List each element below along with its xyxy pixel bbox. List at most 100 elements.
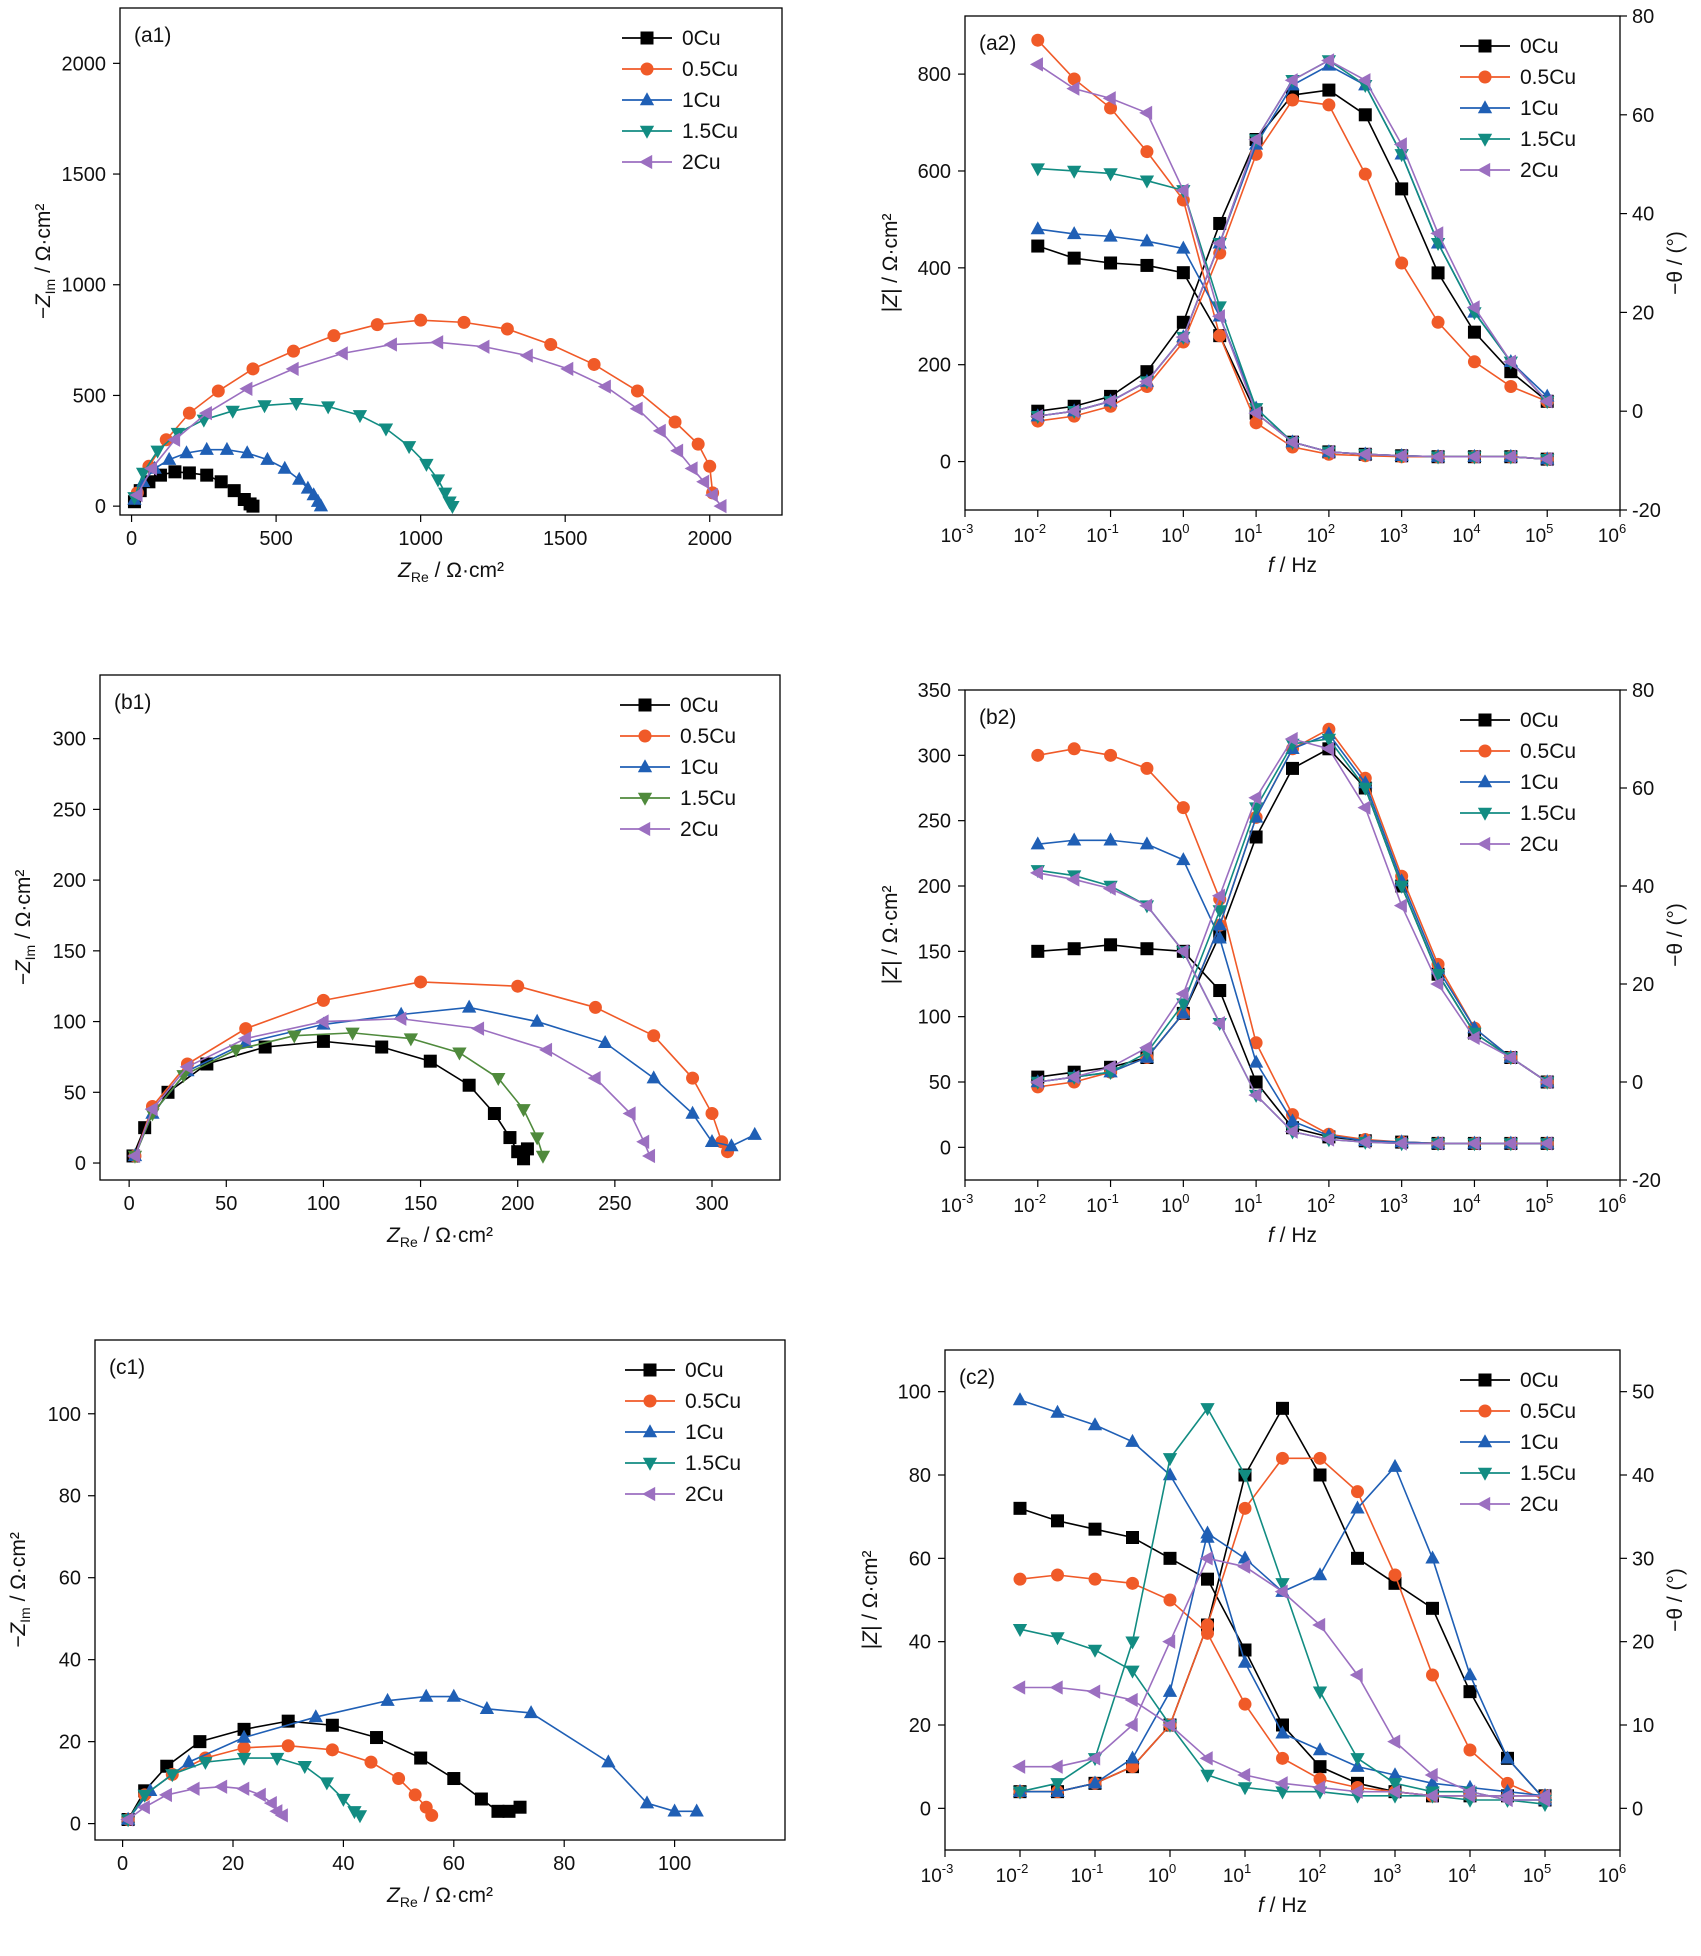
data-point: [1248, 132, 1262, 147]
y-tick-label: 200: [918, 876, 951, 898]
legend: 0Cu 0.5Cu 1Cu 1.5Cu 2Cu: [625, 1359, 741, 1506]
chart-c1: 0 20 40 60 80 100 0 20 40 60 80 100 ZRe / Ω·cm² −ZIm …: [7, 1339, 786, 1910]
data-point: [1012, 1759, 1026, 1774]
legend-label: 0Cu: [682, 27, 721, 50]
y-axis-title: −ZIm / Ω·cm²: [32, 204, 58, 320]
x-tick-label: 102: [1298, 1861, 1326, 1887]
data-point: [1424, 1788, 1438, 1803]
data-point: [1237, 1559, 1251, 1574]
legend-item: 0Cu: [620, 694, 719, 717]
data-point: [1431, 315, 1445, 329]
data-point: [378, 423, 394, 437]
data-point: [239, 1022, 253, 1036]
legend-marker: [1477, 836, 1491, 852]
data-point: [352, 410, 368, 424]
data-point: [225, 405, 240, 419]
x-axis-title: f / Hz: [1268, 554, 1317, 577]
data-point: [227, 484, 241, 498]
data-point: [161, 451, 177, 465]
series-1Cu: [1030, 726, 1555, 1149]
data-point: [1539, 1074, 1553, 1090]
data-point: [1163, 1551, 1177, 1565]
data-point: [1162, 1717, 1176, 1733]
data-point: [228, 1044, 244, 1058]
data-point: [1275, 1725, 1290, 1739]
series-0Cu: [1031, 742, 1554, 1150]
data-point: [159, 433, 173, 447]
data-point: [193, 1735, 207, 1749]
x-tick-label: 10-1: [1086, 1191, 1119, 1217]
x-tick-label: 104: [1452, 521, 1480, 547]
data-point: [1238, 1501, 1252, 1515]
legend-marker: [638, 729, 652, 743]
y-tick-label: 800: [918, 64, 951, 86]
y-tick-label: 250: [53, 799, 86, 821]
legend-item: 1.5Cu: [1460, 1462, 1576, 1485]
data-point: [1050, 1778, 1065, 1792]
data-point: [287, 1030, 302, 1044]
data-point: [393, 1011, 407, 1026]
y-tick-label: 250: [918, 811, 951, 833]
data-point: [1102, 881, 1116, 896]
data-point: [239, 381, 253, 396]
data-point: [1162, 1634, 1176, 1649]
data-point: [438, 487, 453, 501]
x-tick-label: 105: [1525, 521, 1553, 547]
x-tick-label: 101: [1223, 1861, 1251, 1887]
series-line: [127, 1720, 521, 1820]
series-1Cu: [120, 1688, 704, 1825]
y2-tick-label: 80: [1632, 680, 1654, 702]
legend-item: 0Cu: [1460, 35, 1559, 58]
data-point: [336, 1793, 351, 1807]
series-1.5Cu: [120, 1752, 368, 1828]
data-point: [1031, 33, 1045, 47]
data-point: [1175, 986, 1189, 1001]
x-tick-label: 40: [332, 1853, 354, 1875]
data-point: [1351, 1551, 1364, 1565]
y-tick-label: 100: [48, 1404, 81, 1426]
data-point: [1126, 1576, 1139, 1590]
data-point: [686, 1071, 700, 1085]
data-point: [214, 475, 228, 489]
data-point: [308, 1709, 323, 1723]
data-point: [1276, 1451, 1289, 1465]
series-line: [134, 1017, 651, 1157]
data-point: [1199, 1751, 1213, 1766]
legend-label: 2Cu: [680, 818, 719, 841]
data-point: [1274, 1776, 1288, 1791]
data-point: [144, 1102, 158, 1117]
data-point: [1425, 1775, 1440, 1789]
data-point: [668, 415, 682, 429]
data-point: [135, 467, 151, 481]
data-point: [1139, 836, 1155, 850]
data-point: [352, 1810, 368, 1824]
legend-label: 2Cu: [1520, 833, 1559, 856]
data-point: [270, 1752, 285, 1766]
data-point: [747, 1126, 762, 1140]
series-2Cu: [1029, 731, 1553, 1151]
y-tick-label: 150: [53, 941, 86, 963]
legend-label: 1Cu: [1520, 1431, 1559, 1454]
data-point: [1200, 1769, 1215, 1783]
data-point: [316, 1034, 330, 1048]
panel-label: (b2): [979, 706, 1016, 729]
data-point: [636, 1134, 650, 1149]
data-point: [1463, 1685, 1477, 1699]
data-point: [158, 1787, 172, 1803]
legend-marker: [1478, 1404, 1492, 1418]
data-point: [211, 384, 225, 398]
data-point: [516, 1104, 531, 1118]
data-point: [236, 1781, 250, 1796]
data-point: [1012, 1623, 1028, 1637]
data-point: [1067, 251, 1081, 265]
data-point: [1013, 1501, 1027, 1515]
data-point: [200, 468, 214, 482]
y-tick-label: 40: [59, 1650, 81, 1672]
series-line: [134, 1032, 544, 1157]
series-0.5Cu: [128, 975, 735, 1163]
data-point: [471, 1021, 485, 1036]
data-point: [1467, 325, 1481, 339]
data-point: [1162, 1453, 1178, 1467]
data-point: [1102, 394, 1116, 409]
